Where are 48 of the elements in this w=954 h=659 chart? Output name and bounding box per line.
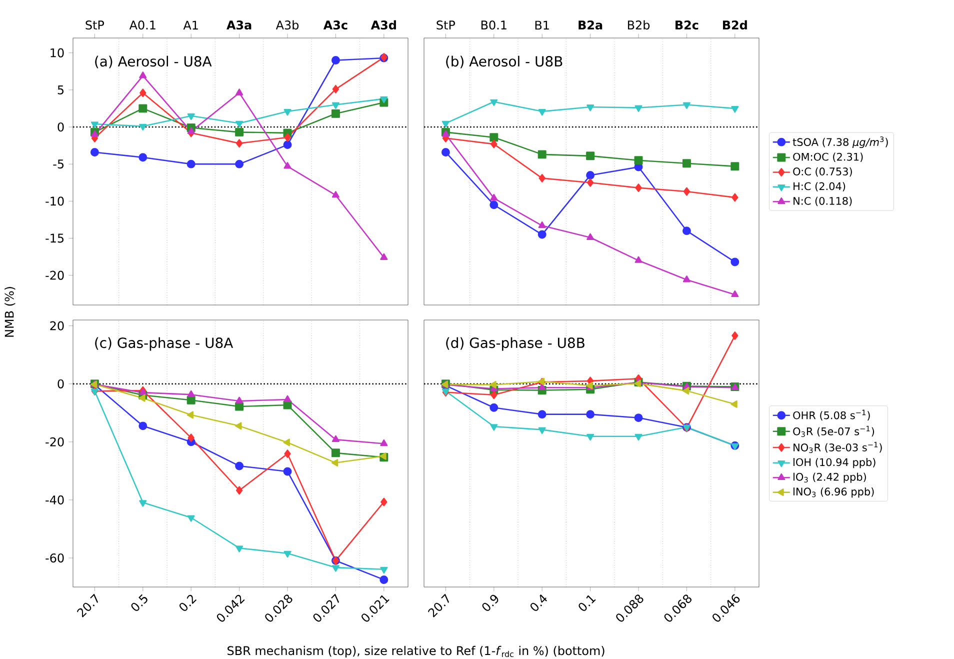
x-tick-label: 0.9 [482,594,498,611]
x-tick-label: A3b [276,20,299,30]
legend-label: NO$_{3}$R (3e-03 s$^{−1}$) [794,442,882,454]
x-tick-label: B2a [578,20,602,30]
legend-label: N:C (0.118) [794,196,852,206]
x-tick-label: B0.1 [481,20,506,30]
x-tick-label: StP [86,20,104,30]
x-tick-label: A3c [323,20,348,30]
legend-label: lOH (10.94 ppb) [794,458,876,468]
y-tick-label: -10 [46,196,64,206]
y-tick-label: 0 [58,122,64,132]
x-tick-label: 0.5 [131,594,148,611]
y-tick-label: -5 [53,160,64,169]
y-tick-label: -20 [46,270,64,280]
text: (d) Gas-phase - U8B [446,337,584,351]
x-tick-label: 0.1 [578,595,596,611]
text: (c) Gas-phase - U8A [95,337,234,351]
legend-label: OHR (5.08 s$^{−1}$) [793,410,870,420]
y-tick-label: -15 [46,234,64,243]
x-tick-label: 0.4 [530,594,548,611]
legend-label: O$_{3}$R (5e-07 s$^{−1}$) [793,426,874,437]
y-tick-label: 5 [58,85,64,94]
x-tick-label: B1 [535,20,549,30]
x-tick-label: B2c [676,20,698,30]
y-tick-label: -60 [46,553,64,562]
y-tick-label: -40 [46,495,64,504]
x-tick-label: A0.1 [129,20,156,30]
y-tick-label: 20 [50,321,64,330]
x-tick-label: 0.2 [180,594,197,611]
y-tick-label: -20 [46,437,64,446]
legend-label: O:C (0.753) [793,167,852,177]
y-axis-title: NMB (%) [4,287,16,337]
legend-label: lNO$_{3}$ (6.96 ppb) [794,487,874,498]
y-tick-label: 10 [50,48,64,58]
x-tick-label: B2b [628,20,650,30]
legend-label: H:C (2.04) [794,182,846,192]
x-axis-title: SBR mechanism (top), size relative to Ref (1-f$_{rdc}$ in %) (bottom) [228,646,604,658]
text: (b) Aerosol - U8B [446,56,562,68]
y-tick-label: 0 [58,379,64,388]
x-tick-label: A1 [183,20,198,30]
legend-label: lO$_{3}$ (2.42 ppb) [794,472,866,483]
x-tick-label: A3d [370,20,396,30]
text: (a) Aerosol - U8A [95,56,212,68]
x-tick-label: StP [436,20,456,30]
legend-label: OM:OC (2.31) [793,152,863,162]
x-tick-label: B2d [723,20,747,30]
legend-label: tSOA (7.38 μg/m$^{3}$) [792,136,888,148]
x-tick-label: A3a [226,20,252,30]
